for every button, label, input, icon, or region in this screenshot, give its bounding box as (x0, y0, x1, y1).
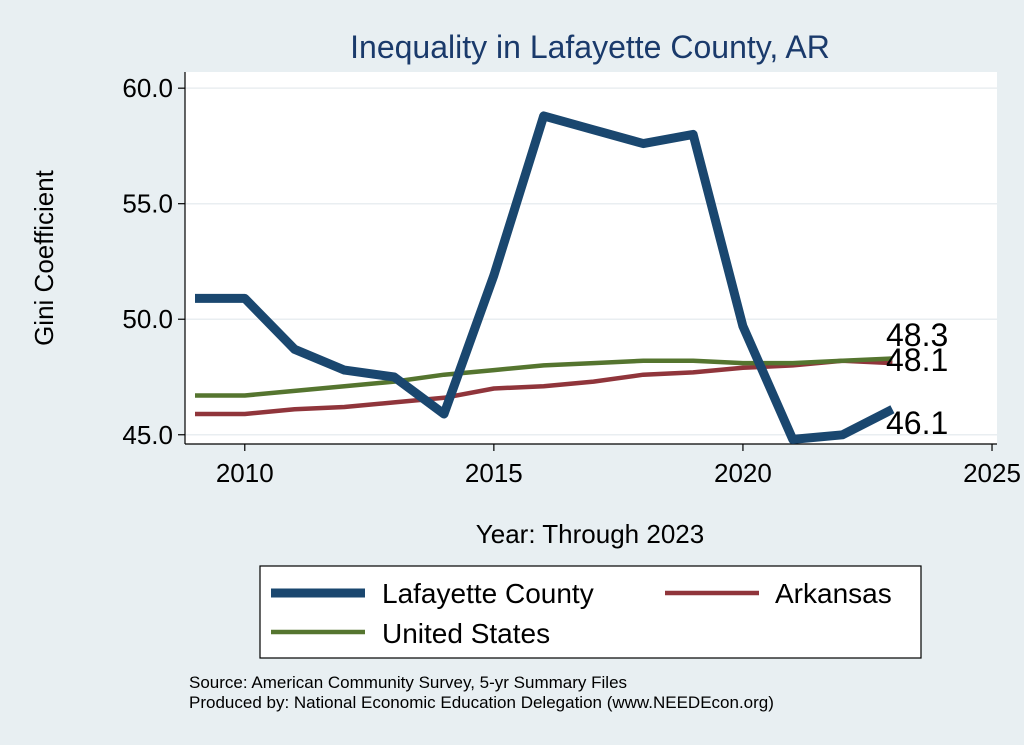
x-tick-label: 2020 (714, 458, 772, 488)
end-label-united-states: 48.3 (886, 317, 948, 353)
gridlines (185, 87, 997, 436)
x-tick-label: 2025 (963, 458, 1021, 488)
end-label-lafayette-county: 46.1 (886, 405, 948, 441)
y-axis-label: Gini Coefficient (29, 169, 59, 346)
legend: Lafayette County Arkansas United States (259, 565, 922, 659)
y-tick-label: 50.0 (122, 304, 173, 334)
series-line-arkansas (195, 358, 893, 417)
y-tick-label: 45.0 (122, 420, 173, 450)
tick-marks (178, 87, 993, 451)
y-ticks: 45.0 50.0 55.0 60.0 (122, 73, 173, 450)
producer-note: Produced by: National Economic Education… (189, 693, 774, 712)
x-axis-label: Year: Through 2023 (476, 519, 704, 549)
x-tick-label: 2015 (465, 458, 523, 488)
chart-title: Inequality in Lafayette County, AR (350, 29, 830, 65)
source-note: Source: American Community Survey, 5-yr … (189, 673, 627, 692)
series-line-united-states (195, 356, 893, 398)
y-tick-label: 60.0 (122, 73, 173, 103)
legend-label-arkansas: Arkansas (775, 578, 892, 609)
y-tick-label: 55.0 (122, 189, 173, 219)
series-line-lafayette-county (195, 111, 895, 444)
legend-label-lafayette-county: Lafayette County (382, 578, 594, 609)
x-tick-label: 2010 (216, 458, 274, 488)
end-label-arkansas: 48.1 (886, 342, 948, 378)
legend-box (259, 565, 922, 659)
x-ticks: 2010 2015 2020 2025 (216, 458, 1021, 488)
series-lines (195, 111, 895, 444)
legend-label-united-states: United States (382, 618, 550, 649)
